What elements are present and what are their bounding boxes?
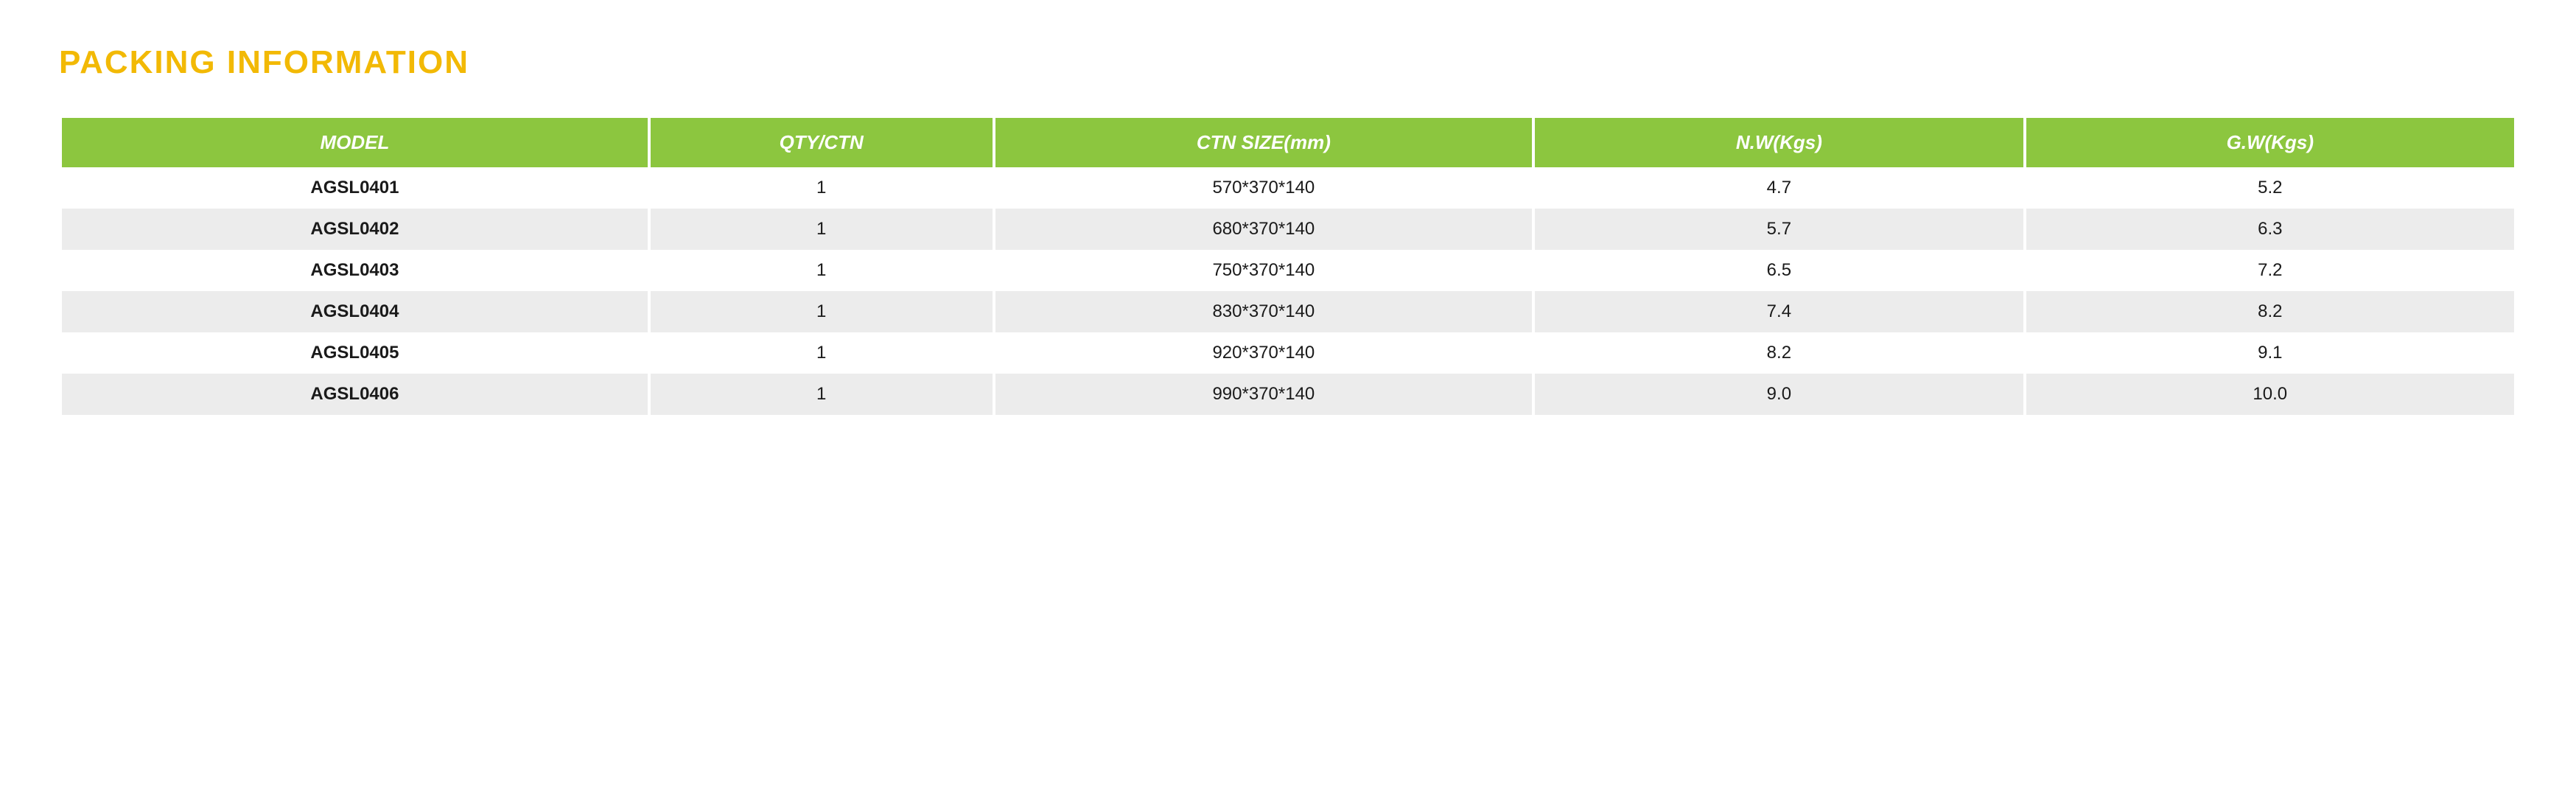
table-row: AGSL04041830*370*1407.48.2 [62,291,2514,332]
table-row: AGSL04051920*370*1408.29.1 [62,332,2514,374]
packing-table: MODELQTY/CTNCTN SIZE(mm)N.W(Kgs)G.W(Kgs)… [59,118,2517,415]
table-body: AGSL04011570*370*1404.75.2AGSL04021680*3… [62,167,2514,415]
table-cell: 5.7 [1535,209,2023,250]
table-cell: 9.0 [1535,374,2023,415]
table-cell: AGSL0403 [62,250,648,291]
table-cell: 4.7 [1535,167,2023,209]
table-cell: AGSL0404 [62,291,648,332]
page-title: PACKING INFORMATION [59,44,2517,81]
table-header-cell: QTY/CTN [651,118,993,167]
table-cell: 6.3 [2026,209,2514,250]
table-cell: 8.2 [2026,291,2514,332]
table-cell: 920*370*140 [995,332,1533,374]
table-cell: 1 [651,167,993,209]
table-cell: 570*370*140 [995,167,1533,209]
table-cell: 5.2 [2026,167,2514,209]
table-cell: 7.4 [1535,291,2023,332]
table-cell: 680*370*140 [995,209,1533,250]
table-row: AGSL04031750*370*1406.57.2 [62,250,2514,291]
table-cell: AGSL0402 [62,209,648,250]
table-header-cell: CTN SIZE(mm) [995,118,1533,167]
table-cell: 7.2 [2026,250,2514,291]
table-row: AGSL04011570*370*1404.75.2 [62,167,2514,209]
table-cell: 830*370*140 [995,291,1533,332]
table-header-cell: G.W(Kgs) [2026,118,2514,167]
table-cell: 990*370*140 [995,374,1533,415]
table-cell: 1 [651,209,993,250]
table-cell: 1 [651,291,993,332]
table-row: AGSL04061990*370*1409.010.0 [62,374,2514,415]
table-cell: 1 [651,374,993,415]
table-cell: AGSL0405 [62,332,648,374]
table-cell: AGSL0406 [62,374,648,415]
table-cell: 10.0 [2026,374,2514,415]
table-header-cell: MODEL [62,118,648,167]
table-cell: 1 [651,250,993,291]
table-cell: 8.2 [1535,332,2023,374]
table-row: AGSL04021680*370*1405.76.3 [62,209,2514,250]
table-cell: 9.1 [2026,332,2514,374]
table-header-row: MODELQTY/CTNCTN SIZE(mm)N.W(Kgs)G.W(Kgs) [62,118,2514,167]
table-header-cell: N.W(Kgs) [1535,118,2023,167]
table-cell: 6.5 [1535,250,2023,291]
table-cell: AGSL0401 [62,167,648,209]
table-cell: 750*370*140 [995,250,1533,291]
table-cell: 1 [651,332,993,374]
